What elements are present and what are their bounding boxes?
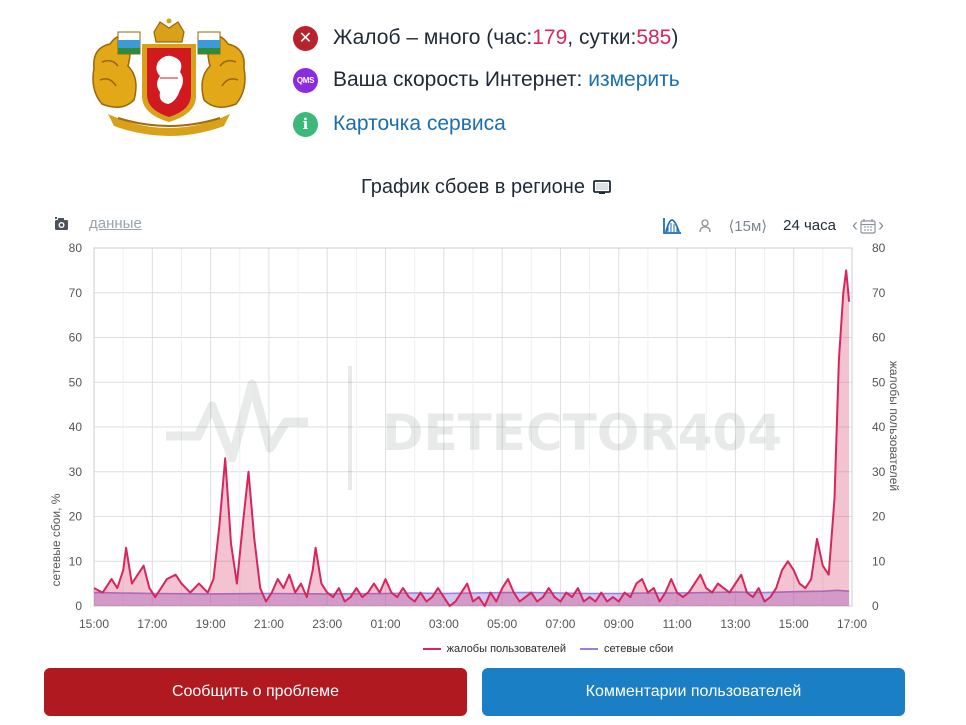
x-tick-label: 11:00 xyxy=(663,617,692,631)
x-tick-label: 03:00 xyxy=(429,617,459,631)
complaints-suffix: ) xyxy=(671,26,679,49)
chart-grid xyxy=(93,247,853,607)
chevron-left-icon[interactable]: ‹ xyxy=(852,215,858,235)
internet-speed-status: QMS Ваша скорость Интернет: измерить xyxy=(293,66,680,94)
info-icon: i xyxy=(293,111,318,137)
user-icon[interactable] xyxy=(698,218,712,234)
x-tick-label: 17:00 xyxy=(837,617,867,631)
user-comments-button[interactable]: Комментарии пользователей xyxy=(482,668,905,716)
y-tick-right: 20 xyxy=(872,510,886,524)
legend-outages-swatch xyxy=(580,648,599,650)
area-chart-toggle-icon[interactable] xyxy=(662,217,682,235)
y-axis-right-label: жалобы пользователей xyxy=(887,361,901,491)
y-tick-right: 40 xyxy=(872,420,886,434)
complaints-status: ✕ Жалоб – много (час: 179, сутки: 585) xyxy=(293,24,678,52)
y-tick-right: 30 xyxy=(872,465,886,479)
calendar-icon[interactable] xyxy=(860,218,876,234)
x-tick-label: 05:00 xyxy=(487,617,517,631)
legend-outages[interactable]: сетевые сбои xyxy=(580,643,673,655)
series-line xyxy=(93,269,851,607)
chevron-right-icon[interactable]: › xyxy=(878,215,884,235)
x-tick-label: 19:00 xyxy=(196,617,226,631)
data-link[interactable]: данные xyxy=(89,215,142,232)
y-tick-left: 20 xyxy=(69,510,83,524)
y-tick-left: 60 xyxy=(69,331,83,345)
y-tick-right: 10 xyxy=(872,554,886,568)
complaints-prefix: Жалоб – много (час: xyxy=(333,26,533,49)
x-tick-label: 01:00 xyxy=(371,617,401,631)
chart-series xyxy=(93,269,851,607)
chart-axes: 0 0 10 10 20 20 30 30 40 40 50 50 60 60 70 70 80 80 15:00 1… xyxy=(69,241,886,631)
range-15m-toggle[interactable]: ⟨15м⟩ xyxy=(728,217,768,235)
x-tick-label: 23:00 xyxy=(312,617,342,631)
chart-title-text: График сбоев в регионе xyxy=(361,176,585,198)
speed-label: Ваша скорость Интернет: xyxy=(333,68,583,91)
service-card-row: i Карточка сервиса xyxy=(293,110,506,138)
y-tick-left: 0 xyxy=(75,599,82,613)
legend-complaints-swatch xyxy=(422,648,441,650)
x-tick-label: 17:00 xyxy=(137,617,167,631)
report-problem-button[interactable]: Сообщить о проблеме xyxy=(44,668,467,716)
complaints-hour-count: 179 xyxy=(532,26,568,49)
chart-legend: жалобы пользователей сетевые сбои xyxy=(0,643,966,655)
chart-toolbar-left: данные xyxy=(54,215,142,232)
y-axis-left-label: сетевые сбои, % xyxy=(49,493,63,586)
y-tick-right: 60 xyxy=(872,331,886,345)
service-card-link[interactable]: Карточка сервиса xyxy=(333,112,506,135)
x-tick-label: 15:00 xyxy=(79,617,109,631)
y-tick-right: 80 xyxy=(872,241,886,255)
x-tick-label: 13:00 xyxy=(720,617,750,631)
y-tick-left: 80 xyxy=(69,241,83,255)
x-tick-label: 07:00 xyxy=(545,617,575,631)
y-tick-left: 50 xyxy=(69,375,83,389)
y-tick-right: 70 xyxy=(872,286,886,300)
chart-title: График сбоев в регионе xyxy=(0,176,966,199)
legend-outages-label: сетевые сбои xyxy=(604,643,674,655)
x-tick-label: 21:00 xyxy=(254,617,284,631)
y-tick-left: 70 xyxy=(69,286,83,300)
qms-speed-icon: QMS xyxy=(293,67,318,93)
watermark-text: DETECTOR404 xyxy=(382,404,782,462)
plot-border xyxy=(93,247,853,607)
y-tick-right: 50 xyxy=(872,375,886,389)
y-tick-left: 40 xyxy=(69,420,83,434)
y-tick-right: 0 xyxy=(872,599,879,613)
legend-complaints[interactable]: жалобы пользователей xyxy=(422,643,567,655)
outage-chart: DETECTOR404 0 0 10 10 20 20 30 30 40 40 50 50 60 60 70… xyxy=(49,241,901,631)
measure-speed-link[interactable]: измерить xyxy=(588,68,680,91)
range-24h-toggle[interactable]: 24 часа xyxy=(783,217,836,234)
watermark: DETECTOR404 xyxy=(166,366,782,490)
complaints-mid: , сутки: xyxy=(567,26,637,49)
date-picker[interactable]: ‹ › xyxy=(852,215,884,236)
monitor-icon[interactable] xyxy=(593,180,611,195)
camera-icon[interactable] xyxy=(54,216,69,231)
y-tick-left: 10 xyxy=(69,554,83,568)
x-tick-label: 09:00 xyxy=(604,617,634,631)
complaints-day-count: 585 xyxy=(636,26,672,49)
chart-toolbar-right: ⟨15м⟩ 24 часа ‹ › xyxy=(662,215,884,236)
error-cross-icon: ✕ xyxy=(293,25,318,51)
legend-complaints-label: жалобы пользователей xyxy=(446,643,567,655)
y-tick-left: 30 xyxy=(69,465,83,479)
x-tick-label: 15:00 xyxy=(779,617,809,631)
coat-of-arms-emblem xyxy=(92,18,246,136)
